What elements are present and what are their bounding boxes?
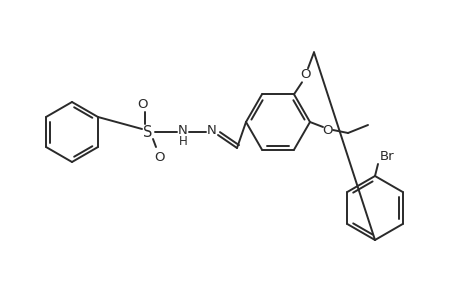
Text: N: N (207, 124, 216, 136)
Text: N: N (178, 124, 187, 136)
Text: O: O (322, 124, 332, 136)
Text: H: H (178, 134, 187, 148)
Text: O: O (154, 151, 165, 164)
Text: O: O (137, 98, 148, 110)
Text: S: S (143, 124, 152, 140)
Text: O: O (300, 68, 311, 81)
Text: Br: Br (379, 149, 394, 163)
